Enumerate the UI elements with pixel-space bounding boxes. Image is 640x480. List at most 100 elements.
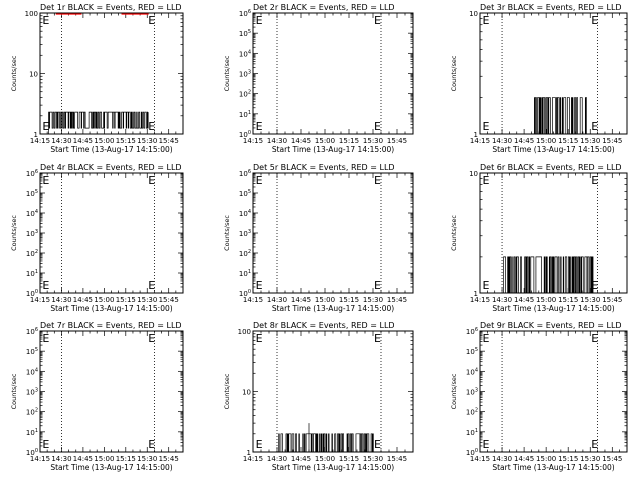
marker-label: E (591, 332, 598, 345)
x-tick-label: 15:45 (159, 455, 179, 463)
events-series-line (277, 423, 375, 453)
y-tick-exp: 6 (35, 169, 38, 175)
x-tick-label: 15:45 (602, 137, 622, 145)
y-tick-label: 104 (26, 209, 38, 218)
y-tick-label: 101 (466, 428, 478, 437)
y-axis-label: Counts/sec (10, 55, 18, 91)
x-tick-label: 14:15 (30, 455, 50, 463)
y-tick-exp: 3 (248, 70, 251, 76)
x-tick-label: 14:30 (267, 137, 287, 145)
y-tick-label: 10 (469, 10, 478, 18)
y-tick-base: 10 (26, 250, 35, 258)
y-tick-base: 10 (466, 348, 475, 356)
y-tick-exp: 4 (248, 209, 251, 215)
x-tick-label: 15:45 (159, 137, 179, 145)
x-tick-label: 14:30 (492, 455, 512, 463)
x-tick-label: 15:15 (339, 296, 359, 304)
y-tick-label: 102 (239, 90, 251, 99)
x-axis-label: Start Time (13-Aug-17 14:15:00) (50, 145, 172, 154)
y-tick-label: 10 (469, 170, 478, 178)
x-tick-label: 14:15 (30, 296, 50, 304)
y-tick-exp: 1 (35, 269, 38, 275)
marker-label: E (374, 174, 381, 187)
marker-label: E (591, 120, 598, 133)
y-tick-label: 101 (26, 428, 38, 437)
marker-label: E (374, 332, 381, 345)
x-tick-label: 15:00 (536, 137, 556, 145)
y-axis-label: Counts/sec (450, 215, 458, 251)
y-axis-label: Counts/sec (450, 55, 458, 91)
y-axis-label: Counts/sec (223, 373, 231, 409)
x-tick-label: 15:00 (536, 296, 556, 304)
marker-label: E (148, 332, 155, 345)
y-tick-base: 10 (239, 210, 248, 218)
x-tick-label: 15:45 (159, 296, 179, 304)
y-tick-exp: 2 (248, 249, 251, 255)
x-tick-label: 15:15 (339, 455, 359, 463)
y-tick-base: 10 (239, 270, 248, 278)
marker-label: E (591, 14, 598, 27)
x-tick-label: 15:15 (116, 455, 136, 463)
y-tick-base: 10 (239, 50, 248, 58)
y-tick-base: 10 (26, 210, 35, 218)
y-tick-base: 10 (239, 71, 248, 79)
x-tick-label: 14:30 (267, 455, 287, 463)
x-axis-label: Start Time (13-Aug-17 14:15:00) (50, 463, 172, 472)
marker-label: E (256, 332, 263, 345)
y-tick-label: 102 (26, 249, 38, 258)
y-tick-exp: 5 (475, 347, 478, 353)
y-tick-label: 104 (239, 209, 251, 218)
x-tick-label: 15:15 (116, 296, 136, 304)
marker-label: E (148, 438, 155, 451)
y-tick-label: 1 (34, 131, 38, 139)
y-tick-exp: 4 (248, 49, 251, 55)
plot-title: Det 9r BLACK = Events, RED = LLD (480, 321, 622, 330)
y-tick-exp: 1 (248, 269, 251, 275)
y-tick-base: 10 (239, 30, 248, 38)
marker-label: E (591, 174, 598, 187)
y-tick-exp: 0 (248, 130, 251, 136)
y-tick-label: 100 (466, 448, 478, 457)
marker-label: E (148, 279, 155, 292)
x-tick-label: 15:00 (315, 137, 335, 145)
y-tick-base: 10 (26, 348, 35, 356)
y-tick-base: 10 (26, 449, 35, 457)
y-tick-exp: 1 (248, 110, 251, 116)
y-tick-label: 100 (25, 10, 38, 18)
y-tick-exp: 6 (35, 327, 38, 333)
y-tick-exp: 0 (248, 289, 251, 295)
y-tick-exp: 6 (248, 9, 251, 15)
y-tick-label: 104 (26, 367, 38, 376)
y-tick-exp: 4 (35, 367, 38, 373)
y-axis-label: Counts/sec (223, 215, 231, 251)
y-tick-exp: 2 (248, 90, 251, 96)
y-tick-base: 10 (239, 10, 248, 18)
y-tick-base: 10 (239, 190, 248, 198)
marker-label: E (374, 279, 381, 292)
y-tick-label: 104 (239, 49, 251, 58)
y-tick-base: 10 (26, 190, 35, 198)
y-tick-exp: 0 (35, 289, 38, 295)
marker-label: E (42, 14, 49, 27)
marker-label: E (591, 279, 598, 292)
marker-label: E (374, 120, 381, 133)
x-tick-label: 15:30 (363, 296, 383, 304)
plot-title: Det 3r BLACK = Events, RED = LLD (480, 3, 622, 12)
y-tick-base: 10 (239, 170, 248, 178)
x-tick-label: 15:30 (363, 455, 383, 463)
y-axis-label: Counts/sec (10, 215, 18, 251)
marker-label: E (42, 438, 49, 451)
x-tick-label: 14:45 (291, 137, 311, 145)
x-tick-label: 15:00 (315, 296, 335, 304)
marker-label: E (256, 14, 263, 27)
x-axis-label: Start Time (13-Aug-17 14:15:00) (492, 463, 614, 472)
y-tick-label: 102 (26, 408, 38, 417)
y-tick-label: 103 (239, 70, 251, 79)
x-tick-label: 15:30 (363, 137, 383, 145)
